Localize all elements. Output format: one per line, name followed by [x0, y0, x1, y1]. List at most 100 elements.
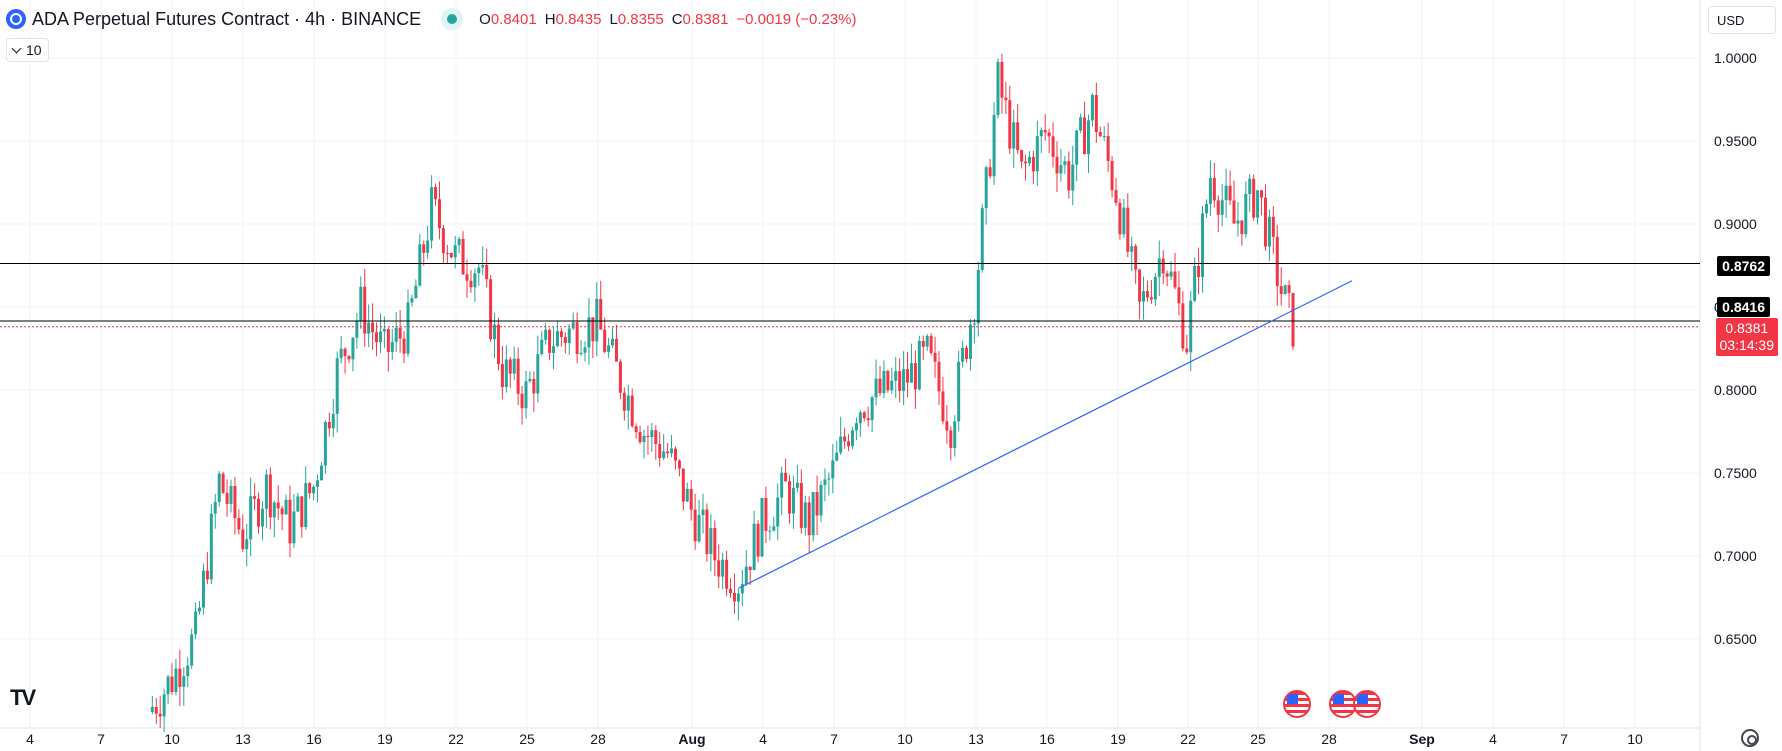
x-axis-tick-label: 4 — [1489, 731, 1497, 747]
candle-body — [1263, 197, 1267, 247]
candle-body — [906, 369, 910, 383]
indicators-toggle-button[interactable]: 10 — [6, 38, 49, 62]
bar-countdown: 03:14:39 — [1719, 337, 1775, 353]
low-key: L — [609, 10, 618, 28]
candle-body — [819, 484, 823, 516]
candle-body — [953, 421, 957, 448]
candle-body — [768, 530, 772, 532]
candle-body — [614, 338, 618, 362]
candle-body — [996, 61, 1000, 115]
candle-body — [516, 358, 520, 394]
candle-body — [835, 452, 839, 461]
candle-body — [343, 348, 347, 357]
candle-body — [335, 358, 339, 414]
tradingview-logo[interactable]: TV — [10, 685, 36, 710]
candle-body — [1059, 165, 1063, 174]
indicators-count: 10 — [26, 42, 42, 58]
us-flag-icon[interactable] — [1353, 690, 1381, 718]
candle-body — [426, 240, 430, 253]
x-axis-tick-label: Sep — [1409, 731, 1435, 747]
x-axis-tick-label: 28 — [590, 731, 606, 747]
open-value: O0.8401 — [479, 11, 537, 28]
market-status-icon[interactable] — [441, 8, 464, 30]
candle-body — [850, 430, 854, 447]
candle-body — [272, 502, 276, 518]
candle-body — [375, 332, 379, 343]
candle-body — [198, 607, 202, 612]
us-flag-icon[interactable] — [1329, 690, 1357, 718]
candle-body — [390, 341, 394, 353]
candle-body — [1287, 285, 1291, 294]
candle-body — [909, 363, 913, 383]
symbol-logo-icon[interactable] — [6, 9, 26, 29]
candle-body — [866, 418, 870, 421]
candle-body — [402, 338, 406, 354]
candle-body — [764, 497, 768, 531]
candle-body — [355, 320, 359, 338]
candle-body — [508, 359, 512, 374]
candle-body — [477, 267, 481, 274]
candle-body — [756, 523, 760, 557]
candle-body — [591, 317, 595, 342]
candle-body — [154, 706, 158, 714]
candle-body — [308, 483, 312, 494]
candle-body — [1244, 193, 1248, 235]
candle-body — [1138, 269, 1142, 302]
candle-body — [406, 302, 410, 354]
candle-body — [457, 238, 461, 246]
candle-body — [367, 322, 371, 334]
candle-body — [1220, 200, 1224, 215]
candle-body — [965, 347, 969, 359]
candle-body — [563, 337, 567, 344]
candle-body — [941, 391, 945, 422]
candle-body — [237, 518, 241, 530]
candle-body — [611, 338, 615, 346]
x-axis-tick-label: 25 — [519, 731, 535, 747]
close-value: C0.8381 — [672, 11, 729, 28]
candle-body — [1012, 122, 1016, 149]
candle-body — [1031, 156, 1035, 172]
candle-body — [579, 352, 583, 355]
symbol-title[interactable]: ADA Perpetual Futures Contract · 4h · BI… — [32, 8, 422, 29]
candle-body — [1024, 161, 1028, 164]
candle-body — [414, 285, 418, 299]
candle-body — [445, 252, 449, 254]
candle-body — [729, 588, 733, 593]
candle-body — [799, 482, 803, 528]
candle-body — [312, 486, 316, 494]
candle-body — [803, 502, 807, 528]
candle-body — [1267, 216, 1271, 247]
candle-body — [280, 508, 284, 515]
candle-body — [201, 570, 205, 608]
chart-settings-icon[interactable] — [1741, 729, 1759, 747]
currency-selector[interactable]: USD — [1708, 6, 1776, 34]
candle-body — [666, 451, 670, 454]
candle-body — [469, 280, 473, 288]
candle-body — [296, 496, 300, 512]
chevron-down-icon — [11, 43, 22, 53]
candle-body — [839, 436, 843, 453]
x-axis-tick-label: 4 — [759, 731, 767, 747]
candle-body — [968, 324, 972, 359]
candle-body — [736, 593, 740, 602]
candle-body — [1114, 190, 1118, 203]
candle-body — [1118, 202, 1122, 235]
candle-body — [351, 337, 355, 360]
symbol-legend: ADA Perpetual Futures Contract · 4h · BI… — [6, 8, 857, 30]
candle-body — [567, 328, 571, 344]
candle-body — [489, 279, 493, 340]
candle-body — [1283, 285, 1287, 295]
candle-body — [1130, 246, 1134, 252]
x-axis-tick-label: Aug — [678, 731, 705, 747]
candle-body — [1157, 258, 1161, 277]
candle-body — [654, 430, 658, 445]
candle-body — [823, 479, 827, 485]
candle-body — [744, 566, 748, 585]
us-flag-icon[interactable] — [1283, 690, 1311, 718]
candle-body — [268, 474, 272, 518]
candle-body — [398, 327, 402, 339]
y-axis-tick-label: 0.9500 — [1714, 133, 1757, 149]
candle-body — [957, 361, 961, 422]
